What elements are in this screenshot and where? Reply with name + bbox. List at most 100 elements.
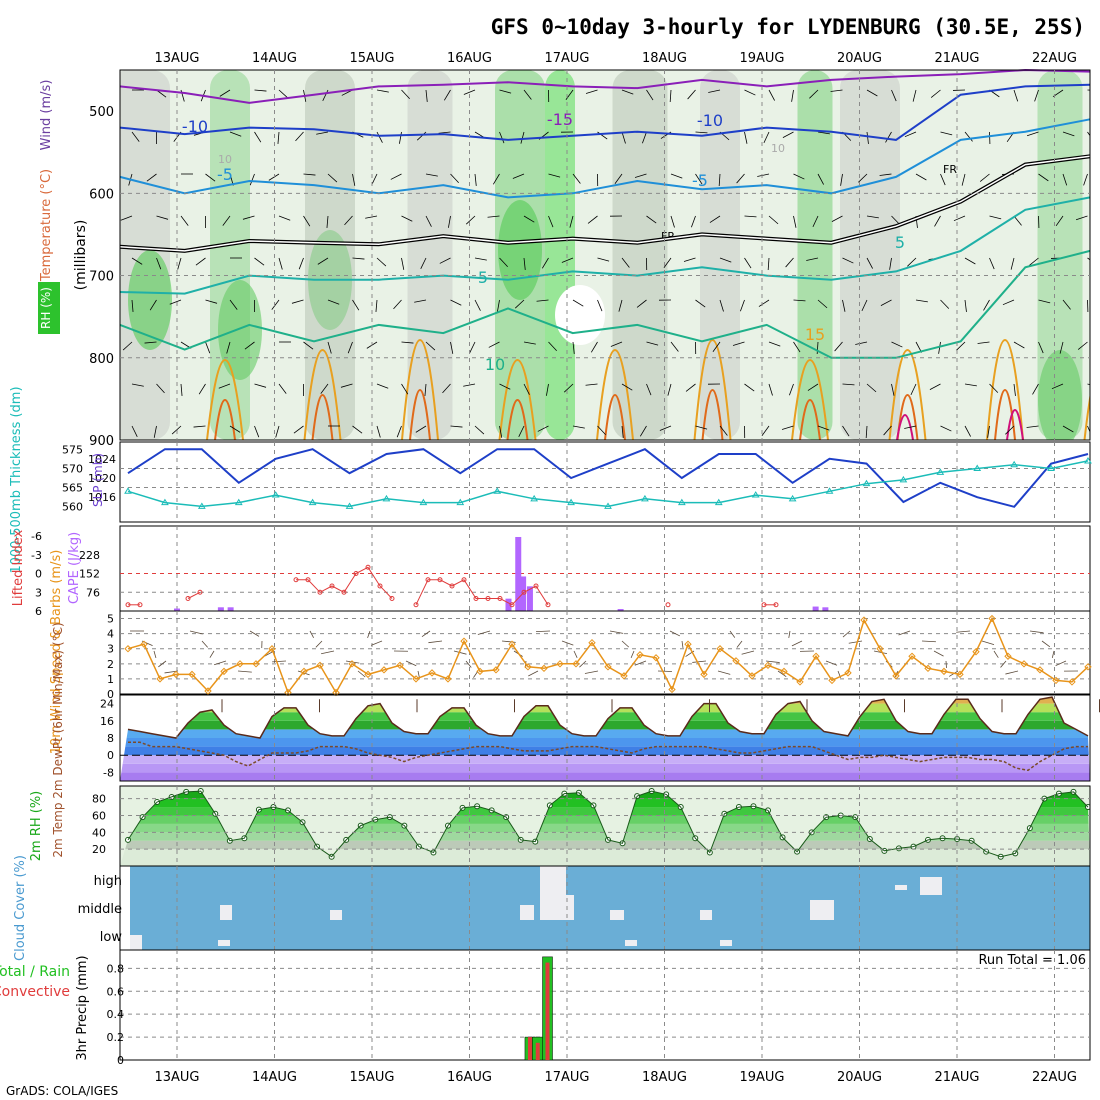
wind-barb — [940, 173, 946, 186]
wind-barb — [669, 89, 672, 102]
wind-barb — [499, 89, 512, 94]
temp-ylabel: 2m Temp 2m DewPt (6hr Min/Max) (°C) — [51, 622, 65, 857]
wind-barb — [740, 299, 745, 312]
cape-bar — [526, 586, 533, 611]
wind10-marker — [860, 616, 868, 624]
cloud-level-label: middle — [78, 902, 122, 917]
temp-band — [120, 697, 1090, 704]
wind-barb — [621, 383, 633, 391]
wind-barb — [416, 131, 427, 141]
wind-barb — [450, 341, 454, 354]
x-date-label-bottom: 22AUG — [1032, 1070, 1077, 1085]
rh-shading — [840, 70, 900, 440]
wind10-barb — [765, 660, 780, 663]
y-tick-label: 700 — [89, 270, 114, 285]
rh-shading — [210, 70, 250, 440]
dewpoint-line — [128, 741, 1088, 772]
wind-barb — [866, 257, 873, 269]
temp-band — [120, 746, 1090, 756]
wind-barb — [156, 383, 165, 394]
wind-barb — [169, 299, 182, 305]
li-marker — [509, 602, 515, 608]
wind-barb — [866, 89, 878, 97]
wind10-barb — [367, 630, 371, 639]
wind-barb — [450, 425, 463, 428]
wind-barb — [1013, 383, 1016, 396]
wind-barb — [1087, 89, 1090, 91]
wind10-barb — [692, 660, 707, 663]
wind-barb — [365, 215, 378, 219]
wind-barb — [597, 257, 610, 262]
wind10-marker — [1084, 663, 1092, 671]
wind10-barb — [315, 640, 323, 648]
wind-barb — [198, 383, 206, 395]
precip-tick-label: 0.6 — [107, 985, 125, 998]
wind-barb — [709, 215, 721, 223]
wind-barb — [120, 215, 133, 221]
rh-shading — [498, 200, 542, 300]
wind10-marker — [316, 661, 324, 670]
wind-barb — [277, 131, 280, 144]
wind-barb — [401, 215, 413, 222]
wind-barb — [817, 299, 828, 309]
li-marker — [665, 602, 671, 608]
isotherm-line — [119, 249, 1091, 359]
wind-barb — [621, 131, 626, 144]
wind-barb — [474, 425, 485, 435]
wind-barb — [563, 383, 574, 393]
x-date-label-top: 22AUG — [1032, 51, 1077, 66]
isotherm-15-arch — [986, 339, 1024, 440]
wind10-marker — [156, 675, 164, 683]
wind-barb — [687, 89, 696, 100]
x-date-label-bottom: 15AUG — [349, 1070, 394, 1085]
wind-barb — [523, 89, 532, 100]
wind-barb — [401, 383, 409, 395]
wind-barb — [146, 173, 157, 182]
wind-barb — [912, 89, 917, 102]
wind10-tick-label: 5 — [107, 613, 114, 626]
wind10-barb — [741, 650, 755, 655]
li-marker — [413, 602, 419, 608]
rh-shading — [1038, 350, 1082, 440]
wind10-marker — [540, 664, 548, 673]
cape-bar — [174, 608, 180, 611]
x-date-label-top: 21AUG — [934, 51, 979, 66]
wind-barb — [757, 173, 770, 177]
wind10-barb — [1000, 660, 1007, 668]
contour-label: -10 — [182, 117, 208, 136]
wind-barb — [450, 173, 459, 184]
wind-barb — [830, 89, 843, 92]
wind-barb — [695, 299, 706, 308]
x-date-label-top: 20AUG — [837, 51, 882, 66]
wind-barb — [523, 215, 535, 223]
isotherm-20-arch — [994, 389, 1016, 440]
temp-band — [120, 772, 1090, 781]
cloud-cell — [700, 910, 712, 920]
li-marker — [497, 596, 503, 601]
wind-barb — [278, 257, 283, 270]
wind-barb — [639, 425, 647, 437]
wind-barb — [144, 341, 157, 344]
wind-barb — [667, 383, 672, 396]
wind-barb — [768, 215, 779, 225]
cape-tick-label: 152 — [79, 568, 100, 581]
wind10-line — [127, 616, 1089, 695]
isotherm-20-arch — [506, 399, 529, 440]
wind-barb — [156, 215, 169, 220]
wind-barb — [789, 383, 794, 396]
temp-tick-label: 16 — [100, 715, 114, 728]
wind-barb — [268, 173, 280, 181]
temp-frame — [119, 694, 1091, 782]
wind-barb — [1026, 131, 1039, 137]
thickness-marker — [456, 498, 465, 506]
wind-barb — [670, 215, 675, 228]
wind-barb — [934, 215, 941, 227]
wind10-marker — [988, 614, 996, 623]
wind-barb — [1077, 341, 1088, 350]
wind-barb — [131, 299, 134, 312]
wind-barb — [514, 299, 525, 309]
y-tick-label: 900 — [89, 434, 114, 449]
wind-barb — [254, 131, 262, 143]
cloud-cell — [610, 910, 624, 920]
temp-line — [127, 696, 1089, 739]
